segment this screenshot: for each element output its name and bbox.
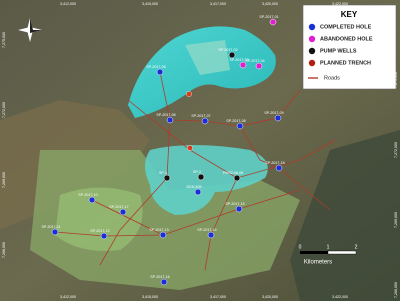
coord-label: 3,412,000 [60, 295, 76, 299]
hole-label: SP-2017-08 [226, 119, 245, 123]
coord-label: 7,266,000 [394, 282, 398, 298]
scale-segment [300, 251, 328, 254]
scale-tick-label: 1 [327, 244, 330, 250]
legend-label: Roads [324, 75, 340, 81]
hole-label: SP-2017-02 [218, 48, 237, 52]
scale-unit: Kilometers [304, 260, 332, 266]
planned-trench [186, 91, 192, 97]
hole-label: SP-2017-06 [156, 113, 175, 117]
drill-hole [207, 231, 215, 239]
scale-bar: 0 1 2 Kilometers [299, 244, 358, 265]
legend-symbol [308, 23, 316, 31]
hole-label: SP-2017-12 [90, 229, 109, 233]
lake-south [145, 145, 268, 215]
hole-label: SP-2017-10 [78, 193, 97, 197]
hole-label: SP-2017-16 [150, 275, 169, 279]
drill-hole [159, 231, 167, 239]
drill-hole [255, 62, 263, 70]
legend-title: KEY [341, 10, 358, 19]
hole-label: DDH-405 [187, 185, 202, 189]
drill-hole [194, 188, 202, 196]
drill-hole [239, 61, 247, 69]
coord-label: 3,417,000 [210, 2, 226, 6]
legend-symbol [308, 59, 316, 67]
drill-hole [160, 278, 168, 286]
drill-hole [197, 173, 205, 181]
legend-symbol [308, 35, 316, 43]
drill-hole [236, 122, 244, 130]
coord-label: 7,269,000 [394, 212, 398, 228]
hole-label: SP-2017-01 [259, 15, 278, 19]
lake-shallows [185, 40, 230, 75]
coord-label: 3,420,000 [262, 2, 278, 6]
coord-label: 3,417,000 [210, 295, 226, 299]
coord-label: 7,272,000 [394, 142, 398, 158]
legend: KEY COMPLETED HOLE ABANDONED HOLE PUMP WEL… [302, 4, 397, 90]
planned-trench [187, 145, 193, 151]
scale-tick-label: 2 [355, 244, 358, 250]
legend-box [302, 4, 397, 90]
coord-label: 7,272,000 [2, 102, 6, 118]
hole-label: SP-2017-07 [191, 114, 210, 118]
hole-label: SP-2017-05 [146, 65, 165, 69]
hole-label: SP-2 [193, 170, 201, 174]
hole-label: SP-2017-13 [149, 228, 168, 232]
hills [290, 130, 400, 301]
drill-hole [201, 117, 209, 125]
hole-label: SP-1 [159, 171, 167, 175]
coord-label: 3,415,000 [142, 2, 158, 6]
coord-label: 3,422,000 [332, 295, 348, 299]
drill-hole [235, 205, 243, 213]
hole-label: SP-2017-15 [225, 202, 244, 206]
hole-label: SP-2017-14 [197, 228, 216, 232]
drill-hole [156, 68, 164, 76]
drill-hole [119, 208, 127, 216]
legend-label: PUMP WELLS [320, 48, 357, 54]
drill-hole [166, 116, 174, 124]
hole-label: SP-2017-11 [42, 225, 61, 229]
legend-label: COMPLETED HOLE [320, 24, 372, 30]
coord-label: 7,269,000 [2, 172, 6, 188]
drill-hole [274, 114, 282, 122]
drill-hole [228, 51, 236, 59]
hole-label: SP-2017-09 [264, 111, 283, 115]
coord-label: 3,415,000 [142, 295, 158, 299]
hole-label: SP-2017-03 [229, 58, 248, 62]
coord-label: 7,275,000 [2, 32, 6, 48]
coord-label: 7,266,000 [2, 242, 6, 258]
hole-label: SP-2017-04 [245, 59, 264, 63]
legend-symbol [308, 47, 316, 55]
coord-label: 3,412,000 [60, 2, 76, 6]
hole-label: SP-2017-18 [265, 161, 284, 165]
coord-label: 3,420,000 [262, 295, 278, 299]
flat [55, 187, 143, 251]
drill-hole [51, 228, 59, 236]
coord-label: 7,275,000 [394, 72, 398, 88]
drill-hole [275, 164, 283, 172]
hole-label: SP-2017-17 [109, 205, 128, 209]
legend-label: PLANNED TRENCH [320, 60, 371, 66]
hole-label: PWS2-06-06 [223, 171, 244, 175]
coord-label: 3,422,000 [332, 2, 348, 6]
compass [18, 18, 42, 42]
drill-hole [269, 18, 277, 26]
drill-hole [88, 196, 96, 204]
drill-hole [100, 232, 108, 240]
scale-tick-label: 0 [299, 244, 302, 250]
legend-label: ABANDONED HOLE [320, 36, 373, 42]
drill-hole [233, 174, 241, 182]
scale-segment [327, 250, 357, 255]
drill-hole [163, 174, 171, 182]
